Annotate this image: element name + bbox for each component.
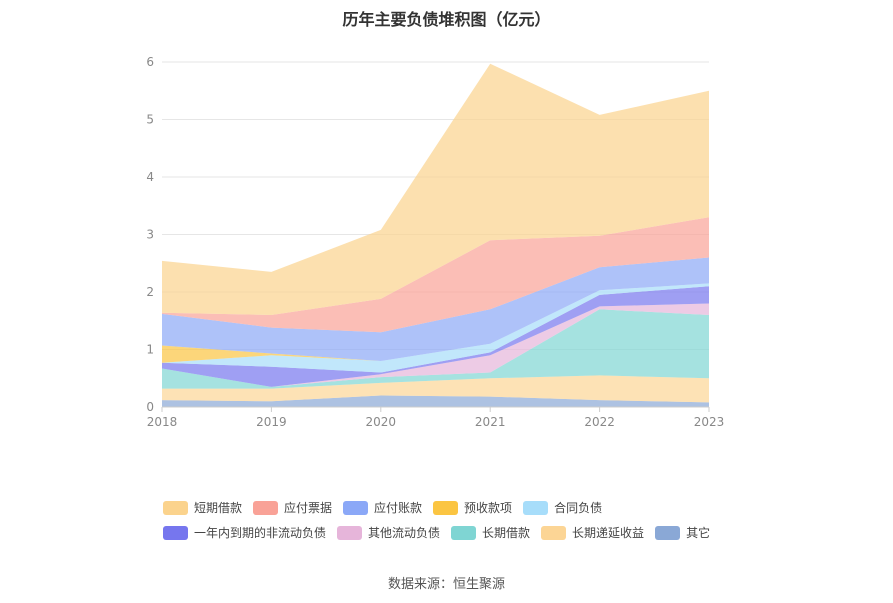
legend-item[interactable]: 应付票据 <box>253 499 332 516</box>
y-tick-label: 4 <box>146 170 154 184</box>
legend-swatch <box>163 500 188 515</box>
x-tick-label: 2022 <box>584 415 615 429</box>
legend-item[interactable]: 其它 <box>655 524 710 541</box>
y-tick-label: 6 <box>146 55 154 69</box>
legend-item[interactable]: 预收款项 <box>433 499 512 516</box>
legend-swatch <box>451 525 477 540</box>
legend-swatch <box>655 525 681 540</box>
legend-row: 短期借款 应付票据 应付账款 预收款项 合同负债 <box>163 495 803 520</box>
chart-title: 历年主要负债堆积图（亿元） <box>342 10 551 29</box>
legend-item[interactable]: 短期借款 <box>163 499 242 516</box>
legend-item[interactable]: 合同负债 <box>523 499 602 516</box>
legend-label: 短期借款 <box>194 501 243 515</box>
legend-swatch <box>433 500 459 515</box>
area-series-其他流动负债 <box>162 303 709 387</box>
legend-label: 合同负债 <box>554 501 603 515</box>
area-series <box>162 63 709 407</box>
legend-item[interactable]: 一年内到期的非流动负债 <box>163 524 326 541</box>
x-tick-label: 2020 <box>366 415 397 429</box>
y-tick-label: 5 <box>146 113 154 127</box>
area-series-其它 <box>162 395 709 407</box>
legend-label: 其它 <box>686 526 711 540</box>
legend-label: 预收款项 <box>464 501 513 515</box>
area-series-应付票据 <box>162 217 709 333</box>
legend-label: 应付票据 <box>284 501 333 515</box>
area-series-长期递延收益 <box>162 375 709 403</box>
area-series-预收款项 <box>162 283 709 363</box>
legend-item[interactable]: 应付账款 <box>343 499 422 516</box>
x-tick-label: 2019 <box>256 415 287 429</box>
legend-row: 一年内到期的非流动负债 其他流动负债 长期借款 长期递延收益 其它 <box>163 520 803 545</box>
x-tick-label: 2021 <box>475 415 506 429</box>
area-series-短期借款 <box>162 63 709 316</box>
legend-swatch <box>163 525 188 540</box>
legend-swatch <box>337 525 363 540</box>
area-series-一年内到期的非流动负债 <box>162 286 709 387</box>
legend-label: 长期借款 <box>482 526 531 540</box>
legend-swatch <box>541 525 567 540</box>
legend-item[interactable]: 其他流动负债 <box>337 524 440 541</box>
legend-label: 应付账款 <box>374 501 423 515</box>
legend-swatch <box>523 500 549 515</box>
area-series-应付账款 <box>162 257 709 361</box>
legend-label: 其他流动负债 <box>368 526 441 540</box>
x-tick-label: 2023 <box>694 415 725 429</box>
legend-label: 长期递延收益 <box>572 526 645 540</box>
legend-swatch <box>253 500 279 515</box>
legend-item[interactable]: 长期递延收益 <box>541 524 644 541</box>
area-series-合同负债 <box>162 283 709 373</box>
area-series-长期借款 <box>162 309 709 389</box>
axes: 0 1 2 3 4 5 6 2018 2019 2020 2021 2022 2023 <box>146 55 724 429</box>
legend-swatch <box>343 500 369 515</box>
legend-label: 一年内到期的非流动负债 <box>194 526 327 540</box>
y-tick-label: 3 <box>146 228 154 242</box>
y-tick-label: 1 <box>146 343 154 357</box>
y-tick-label: 0 <box>146 400 154 414</box>
y-tick-label: 2 <box>146 285 154 299</box>
legend-item[interactable]: 长期借款 <box>451 524 530 541</box>
legend: 短期借款 应付票据 应付账款 预收款项 合同负债一年内到期的非流动负债 其他流动负债 长期借… <box>163 495 803 545</box>
x-tick-label: 2018 <box>147 415 178 429</box>
data-source-note: 数据来源：恒生聚源 <box>387 577 505 592</box>
